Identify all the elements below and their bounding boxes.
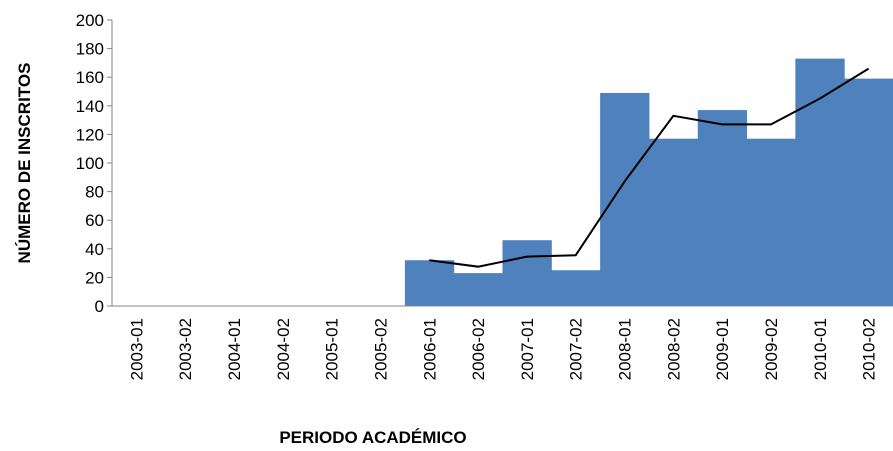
x-tick-label: 2005-02 [371,318,390,380]
y-tick-label: 140 [76,97,104,116]
x-tick-label: 2003-02 [176,318,195,380]
bar [697,110,748,306]
x-axis-title: PERIODO ACADÉMICO [279,428,466,447]
x-tick-label: 2007-01 [518,318,537,380]
y-tick-label: 200 [76,11,104,30]
bar [795,58,845,306]
x-tick-label: 2006-02 [469,318,488,380]
bar [746,138,796,306]
x-tick-label: 2004-02 [274,318,293,380]
y-tick-label: 20 [85,268,104,287]
y-axis-title: NÚMERO DE INSCRITOS [15,63,34,264]
bar [404,260,455,306]
bar [453,273,503,306]
y-tick-label: 180 [76,40,104,59]
bar [844,78,893,306]
y-tick-label: 120 [76,125,104,144]
x-tick-label: 2003-01 [127,318,146,380]
x-tick-label: 2008-02 [664,318,683,380]
bar [600,92,650,307]
y-tick-label: 80 [85,183,104,202]
y-tick-label: 0 [95,297,104,316]
bar [648,138,699,306]
x-tick-label: 2008-01 [616,318,635,380]
trend-line [429,67,870,268]
y-tick-label: 40 [85,240,104,259]
x-tick-label: 2007-02 [567,318,586,380]
y-tick-label: 60 [85,211,104,230]
bar [551,270,601,306]
y-tick-label: 100 [76,154,104,173]
x-tick-label: 2009-02 [762,318,781,380]
bar [502,240,552,306]
x-tick-label: 2009-01 [713,318,732,380]
x-tick-label: 2010-01 [811,318,830,380]
x-tick-label: 2005-01 [323,318,342,380]
x-tick-label: 2010-02 [860,318,879,380]
y-tick-label: 160 [76,68,104,87]
x-tick-label: 2004-01 [225,318,244,380]
x-tick-label: 2006-01 [420,318,439,380]
